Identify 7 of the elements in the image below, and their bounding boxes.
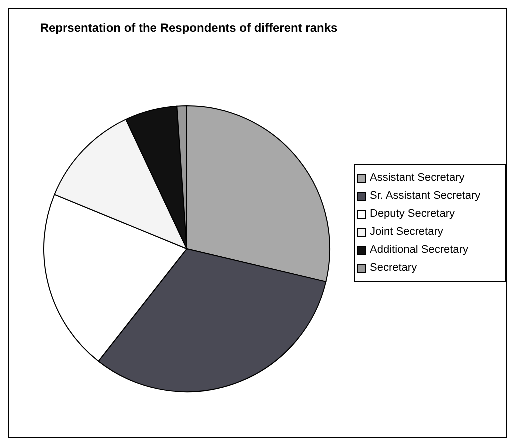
chart-title: Reprsentation of the Respondents of different ranks [39,21,339,35]
legend-label: Secretary [370,261,418,276]
legend-label: Additional Secretary [370,243,468,258]
legend-label: Joint Secretary [370,225,444,240]
legend-label: Assistant Secretary [370,171,465,186]
legend-label: Sr. Assistant Secretary [370,189,481,204]
legend-label: Deputy Secretary [370,207,455,222]
